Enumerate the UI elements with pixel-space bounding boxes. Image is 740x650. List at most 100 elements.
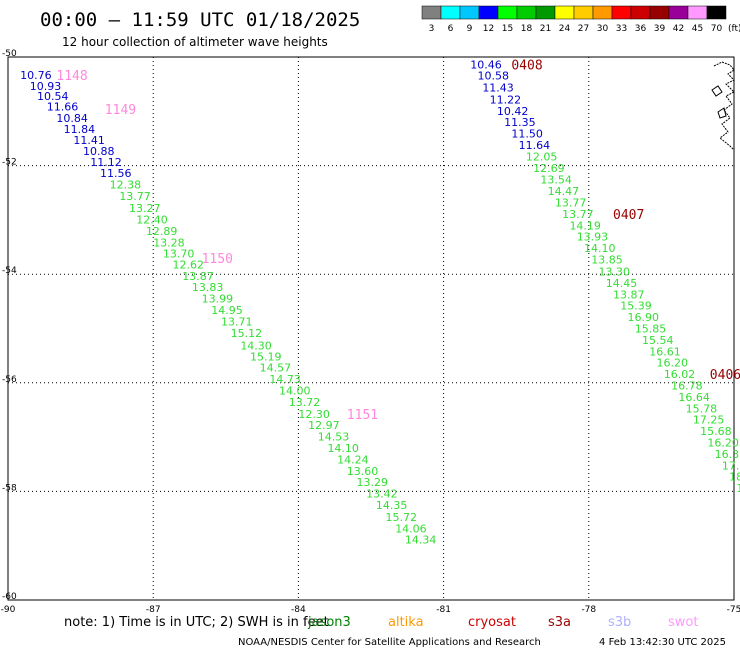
satellite-name: altika: [388, 615, 424, 630]
wave-height-label: 13.70: [163, 248, 195, 261]
legend-swatch: [497, 5, 518, 20]
legend-label: 18: [521, 24, 533, 34]
wave-height-label: 15.19: [250, 351, 282, 364]
y-tick-label: -60: [2, 592, 17, 602]
wave-height-label: 17.25: [693, 414, 725, 427]
wave-height-label: 18.45: [729, 471, 740, 484]
wave-height-label: 15.85: [635, 323, 667, 336]
wave-height-label: 14.10: [584, 242, 616, 255]
plot-frame: [7, 56, 735, 601]
wave-height-label: 10.42: [497, 105, 528, 118]
wave-height-label: 12.30: [298, 408, 330, 421]
legend-label: 6: [448, 24, 454, 34]
time-marker: 1148: [56, 69, 87, 84]
legend-label: 24: [559, 24, 571, 34]
legend-label: 15: [502, 24, 513, 34]
wave-height-label: 11.66: [47, 100, 79, 113]
footer-credit: NOAA/NESDIS Center for Satellite Applica…: [238, 637, 541, 648]
legend-swatch: [459, 5, 480, 20]
x-tick-label: -78: [581, 605, 596, 615]
wave-height-label: 10.46: [470, 59, 502, 72]
wave-height-label: 11.84: [64, 123, 96, 136]
chart-title: 00:00 – 11:59 UTC 01/18/2025: [40, 9, 360, 31]
wave-height-label: 12.05: [526, 150, 558, 163]
wave-height-label: 13.85: [591, 254, 623, 267]
legend-label: 36: [635, 24, 647, 34]
wave-height-label: 11.12: [90, 156, 122, 169]
y-tick-label: -56: [2, 375, 17, 385]
legend-swatch: [668, 5, 689, 20]
wave-height-label: 13.87: [182, 270, 214, 283]
wave-height-label: 14.73: [269, 373, 301, 386]
wave-height-label: 14.95: [211, 304, 243, 317]
wave-height-label: 13.77: [555, 197, 587, 210]
wave-height-label: 13.72: [289, 396, 321, 409]
legend-swatch: [440, 5, 461, 20]
chart-subtitle: 12 hour collection of altimeter wave hei…: [62, 35, 328, 49]
time-marker: 1150: [202, 252, 233, 267]
wave-height-label: 10.93: [30, 80, 61, 93]
x-tick-label: -87: [146, 605, 161, 615]
wave-height-label: 13.29: [356, 476, 388, 489]
wave-height-label: 11.56: [100, 167, 131, 180]
footer-timestamp: 4 Feb 13:42:30 UTC 2025: [599, 637, 726, 648]
wave-height-label: 13.87: [613, 288, 645, 301]
time-marker: 0407: [613, 208, 644, 223]
wave-height-label: 13.93: [577, 231, 609, 244]
wave-height-label: 13.99: [202, 293, 234, 306]
legend-label: 12: [483, 24, 494, 34]
satellite-name: jason3: [307, 615, 351, 630]
wave-height-label: 16.64: [678, 391, 710, 404]
wave-height-label: 17.52: [736, 482, 740, 495]
legend-label: 21: [540, 24, 551, 34]
legend-swatch: [630, 5, 651, 20]
legend-swatch: [516, 5, 537, 20]
time-marker: 1151: [347, 408, 378, 423]
wave-height-label: 12.69: [533, 162, 565, 175]
legend-label: 70: [711, 24, 723, 34]
legend-swatch: [592, 5, 613, 20]
wave-height-label: 14.00: [279, 384, 311, 397]
wave-height-label: 12.89: [146, 225, 178, 238]
legend-swatch: [535, 5, 556, 20]
wave-height-label: 10.84: [56, 112, 88, 125]
wave-height-label: 16.90: [628, 311, 660, 324]
wave-height-label: 14.34: [405, 534, 437, 547]
legend-label: 42: [673, 24, 684, 34]
wave-height-label: 15.54: [642, 334, 674, 347]
wave-height-label: 13.42: [366, 488, 398, 501]
wave-height-label: 16.20: [657, 357, 689, 370]
wave-height-label: 14.06: [395, 522, 427, 535]
legend-label: 3: [429, 24, 435, 34]
legend-unit: (ft): [728, 24, 740, 34]
satellite-name: s3b: [608, 615, 631, 630]
wave-height-label: 13.28: [153, 237, 185, 250]
wave-height-label: 10.54: [37, 90, 69, 103]
wave-height-label: 10.58: [477, 69, 509, 82]
legend-swatch: [706, 5, 727, 20]
legend-swatch: [573, 5, 594, 20]
legend-label: 9: [467, 24, 473, 34]
legend-label: 39: [654, 24, 666, 34]
legend-swatch: [611, 5, 632, 20]
wave-height-label: 14.45: [606, 277, 638, 290]
satellite-name: s3a: [548, 615, 571, 630]
satellite-name: swot: [668, 615, 698, 630]
wave-height-label: 13.77: [119, 190, 151, 203]
grid-lines: [8, 57, 734, 600]
wave-height-label: 14.57: [260, 362, 292, 375]
satellite-name: cryosat: [468, 615, 516, 630]
wave-height-label: 14.24: [337, 453, 369, 466]
wave-height-label: 12.62: [173, 258, 205, 271]
legend-swatch: [687, 5, 708, 20]
wave-height-label: 16.61: [649, 345, 681, 358]
wave-height-label: 14.30: [240, 339, 272, 352]
wave-height-label: 12.40: [136, 213, 168, 226]
data-labels: 10.7610.9310.5411.6610.8411.8411.4110.88…: [20, 59, 740, 547]
wave-height-label: 16.20: [707, 437, 739, 450]
wave-height-label: 10.88: [83, 145, 115, 158]
footer-note: note: 1) Time is in UTC; 2) SWH is in fe…: [64, 615, 329, 630]
tick-labels: -90 -87 -84 -81 -78 -75 -50 -52 -54 -56 -58 -60: [1, 49, 740, 615]
